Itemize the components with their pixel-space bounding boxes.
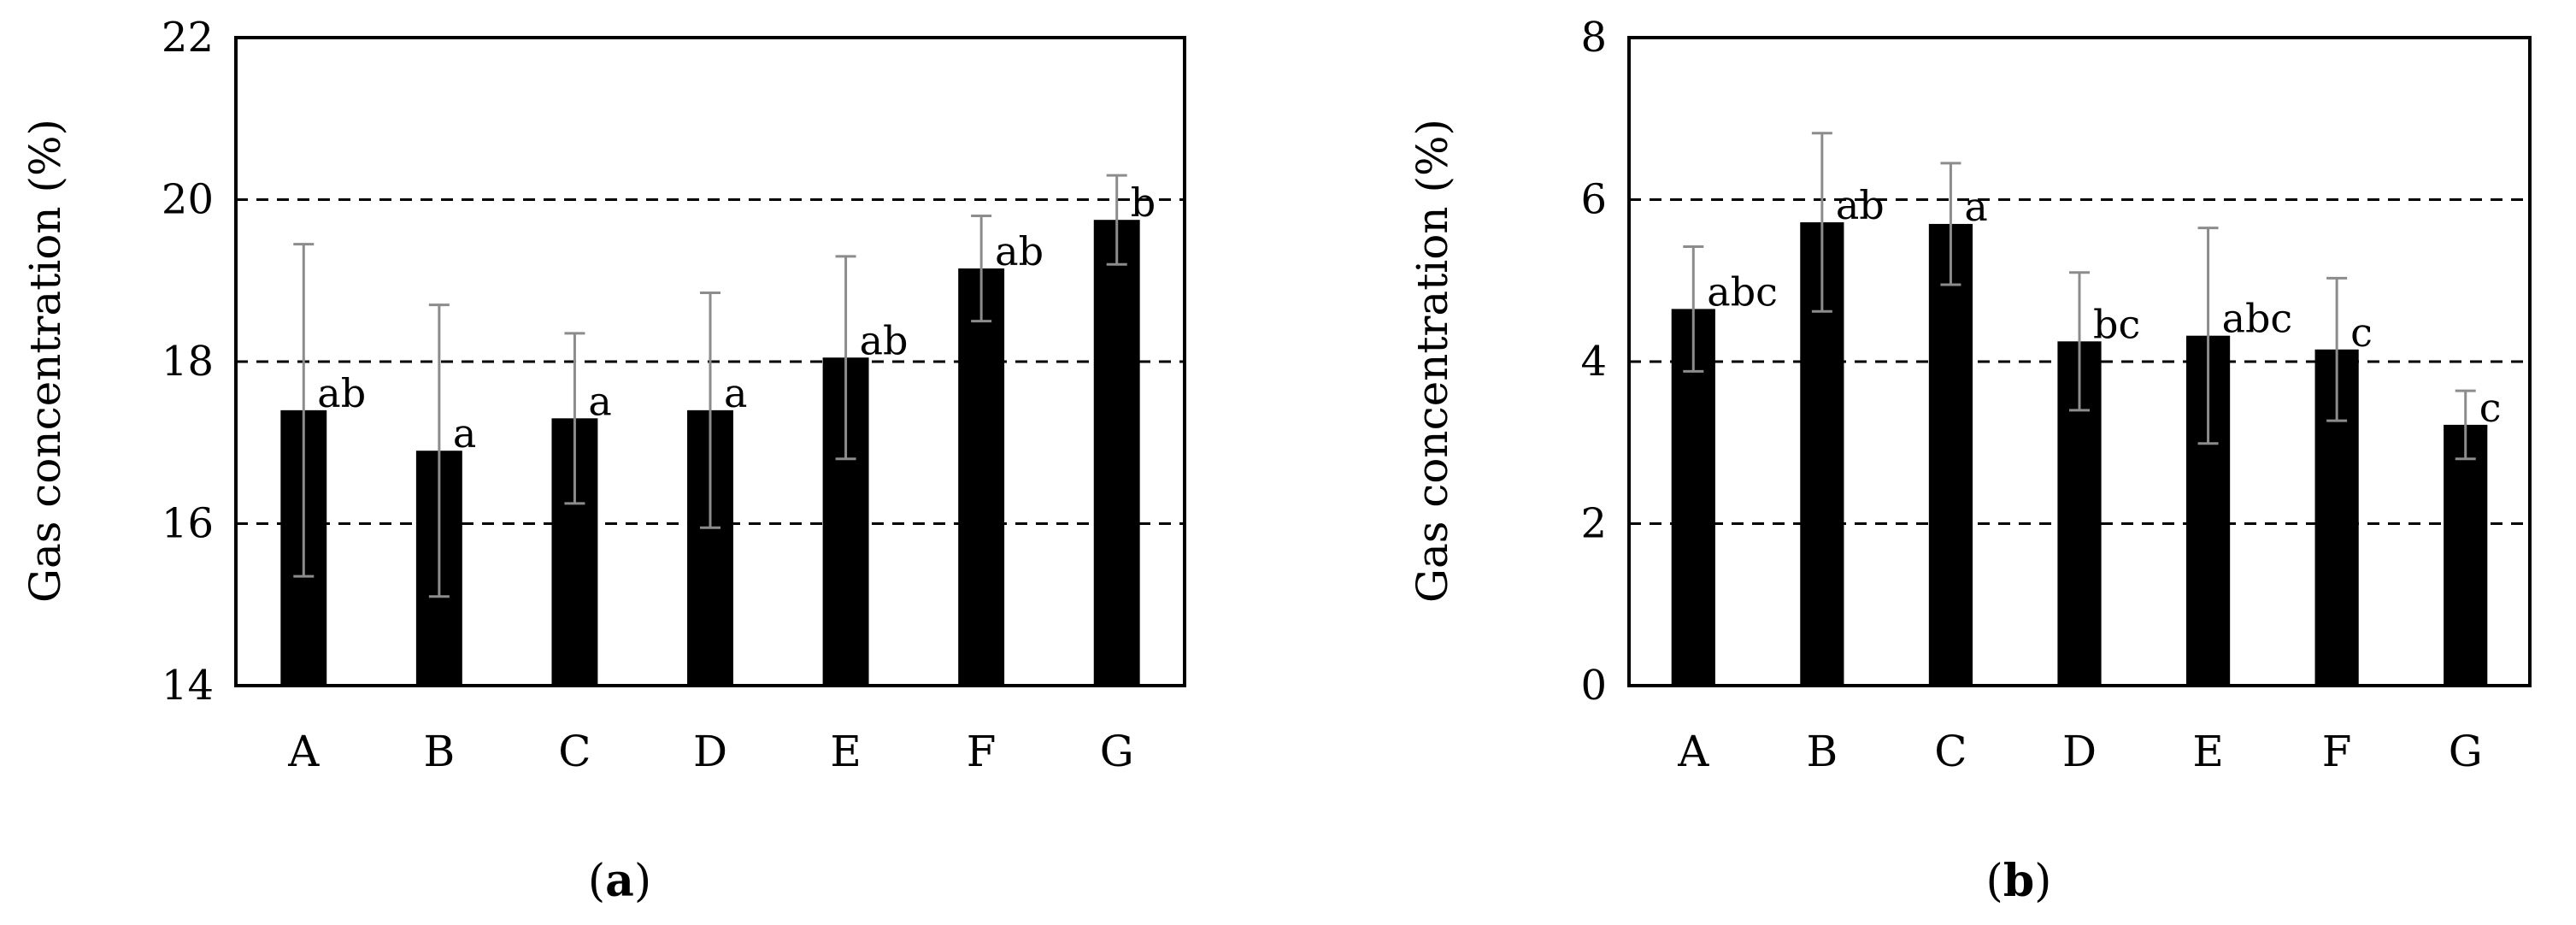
error-bar-b-G <box>2455 389 2476 461</box>
y-tick-label-a-4: 22 <box>162 14 214 62</box>
error-bar-b-A <box>1683 245 1704 373</box>
significance-label-b-C: a <box>1964 184 1987 230</box>
significance-label-b-B: ab <box>1836 182 1885 228</box>
error-bar-a-F <box>971 214 992 323</box>
caption-b-letter: b <box>2003 855 2034 907</box>
y-tick-label-b-2: 4 <box>1580 338 1607 386</box>
y-axis-title-b: Gas concentration (%) <box>1408 119 1457 603</box>
significance-label-b-G: c <box>2479 385 2502 431</box>
error-bar-b-D <box>2069 271 2090 412</box>
y-tick-label-a-3: 20 <box>162 176 214 224</box>
y-axis-title-a: Gas concentration (%) <box>21 119 70 603</box>
x-tick-label-a-C: C <box>558 727 591 776</box>
bar-b-C <box>1928 223 1973 686</box>
significance-label-a-C: a <box>588 378 611 424</box>
y-tick-label-b-1: 2 <box>1580 500 1607 548</box>
plot-frame-b <box>1627 36 2532 687</box>
caption-a-close: ) <box>634 856 651 907</box>
caption-b: (b) <box>1986 855 2052 907</box>
bar-a-G <box>1093 220 1140 686</box>
x-tick-label-a-F: F <box>967 727 997 776</box>
error-bar-a-E <box>835 255 856 461</box>
significance-label-a-B: a <box>453 410 476 457</box>
y-tick-label-a-1: 16 <box>162 500 214 548</box>
x-tick-label-b-A: A <box>1677 727 1709 776</box>
x-tick-label-b-E: E <box>2192 727 2224 776</box>
x-tick-label-b-D: D <box>2062 727 2097 776</box>
significance-label-b-F: c <box>2350 309 2373 356</box>
error-bar-b-F <box>2326 276 2348 422</box>
error-bar-b-C <box>1940 162 1961 286</box>
y-tick-label-b-4: 8 <box>1580 14 1607 62</box>
significance-label-a-F: ab <box>995 228 1044 274</box>
bar-a-F <box>958 268 1005 686</box>
caption-b-close: ) <box>2034 856 2051 907</box>
x-tick-label-a-G: G <box>1100 727 1134 776</box>
y-tick-label-b-0: 0 <box>1580 662 1607 710</box>
bar-b-G <box>2444 424 2488 686</box>
significance-label-a-E: ab <box>860 317 909 363</box>
error-bar-a-G <box>1106 174 1127 266</box>
x-tick-label-b-G: G <box>2449 727 2483 776</box>
significance-label-a-D: a <box>724 370 747 416</box>
x-tick-label-b-F: F <box>2322 727 2352 776</box>
significance-label-b-A: abc <box>1707 268 1778 315</box>
significance-label-b-D: bc <box>2093 301 2140 347</box>
caption-b-open: ( <box>1986 856 2003 907</box>
error-bar-a-A <box>293 243 315 578</box>
plot-area-a: 14 16 18 20 22 Aab Ba Ca Da Eab Fab Gb <box>162 14 1186 776</box>
x-tick-label-a-A: A <box>287 727 320 776</box>
error-bar-b-B <box>1811 132 1832 313</box>
caption-a-letter: a <box>605 855 634 907</box>
error-bar-b-E <box>2197 227 2219 445</box>
y-tick-label-b-3: 6 <box>1580 176 1607 224</box>
chart-panel-a: 14 16 18 20 22 Aab Ba Ca Da Eab Fab Gb Gas concentr… <box>21 14 1186 907</box>
caption-a-open: ( <box>588 856 605 907</box>
error-bar-a-C <box>564 332 585 505</box>
significance-label-a-G: b <box>1131 180 1156 226</box>
significance-label-b-E: abc <box>2222 296 2293 342</box>
x-tick-label-a-D: D <box>693 727 727 776</box>
y-tick-label-a-2: 18 <box>162 338 214 386</box>
x-tick-label-b-B: B <box>1806 727 1838 776</box>
y-tick-label-a-0: 14 <box>162 662 214 710</box>
error-bar-a-B <box>428 303 450 598</box>
x-tick-label-a-E: E <box>830 727 862 776</box>
significance-label-a-A: ab <box>317 370 366 416</box>
plot-frame-a <box>234 36 1186 687</box>
x-tick-label-a-B: B <box>423 727 455 776</box>
error-bar-a-D <box>700 291 720 529</box>
caption-a: (a) <box>588 855 651 907</box>
x-tick-label-b-C: C <box>1934 727 1967 776</box>
